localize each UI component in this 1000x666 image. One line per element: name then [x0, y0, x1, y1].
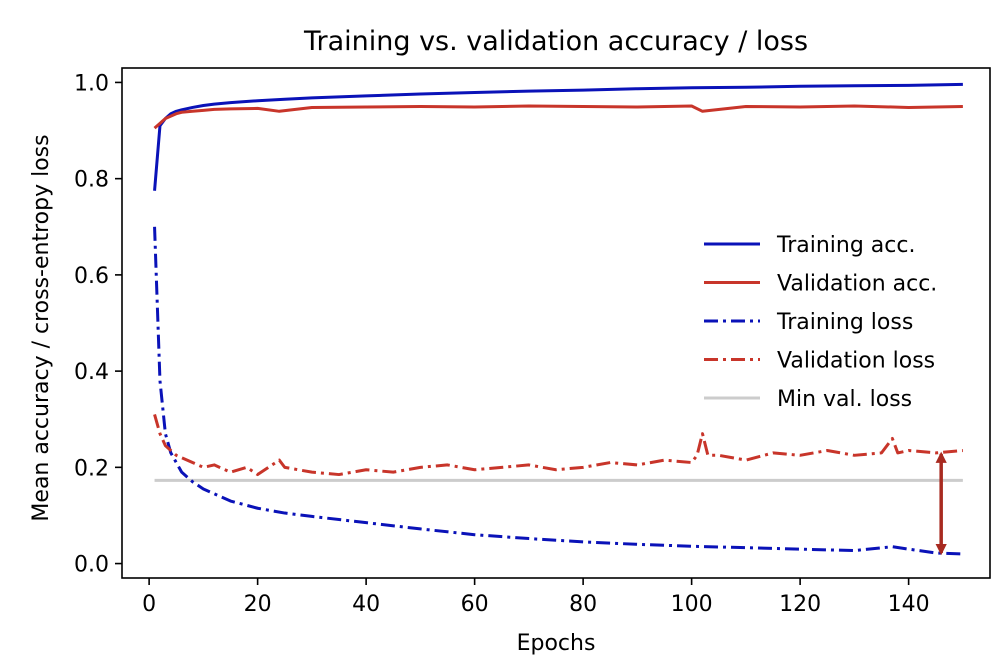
- legend-label-min-val-loss: Min val. loss: [777, 387, 912, 412]
- x-tick-label: 0: [142, 592, 156, 617]
- y-tick-label: 0.8: [74, 168, 109, 193]
- x-tick-label: 20: [244, 592, 272, 617]
- x-tick-label: 80: [569, 592, 597, 617]
- x-axis-label: Epochs: [517, 631, 596, 656]
- x-tick-label: 140: [888, 592, 930, 617]
- x-tick-label: 100: [671, 592, 713, 617]
- legend-label-training-acc: Training acc.: [776, 233, 915, 258]
- y-tick-label: 0.4: [74, 360, 109, 385]
- y-tick-label: 1.0: [74, 71, 109, 96]
- legend-label-training-loss: Training loss: [776, 310, 913, 335]
- y-tick-label: 0.6: [74, 264, 109, 289]
- axes-frame: [121, 67, 991, 579]
- legend: Training acc. Validation acc. Training los…: [704, 233, 937, 412]
- y-tick-label: 0.2: [74, 456, 109, 481]
- legend-label-validation-loss: Validation loss: [777, 349, 935, 374]
- legend-label-validation-acc: Validation acc.: [777, 272, 937, 297]
- y-axis-label: Mean accuracy / cross-entropy loss: [29, 134, 54, 521]
- series-line-training-acc: [153, 82, 963, 191]
- x-tick-label: 120: [779, 592, 821, 617]
- plot-area: [153, 82, 964, 556]
- series-line-validation-acc: [153, 104, 963, 130]
- series-line-training-loss: [153, 226, 963, 556]
- y-tick-label: 0.0: [74, 553, 109, 578]
- x-tick-label: 40: [352, 592, 380, 617]
- axes: 0 20 40 60 80 100 120 140 0.0 0.2 0.4 0.6 0.8 1.0: [74, 67, 991, 617]
- x-tick-label: 60: [461, 592, 489, 617]
- chart-title: Training vs. validation accuracy / loss: [303, 26, 808, 57]
